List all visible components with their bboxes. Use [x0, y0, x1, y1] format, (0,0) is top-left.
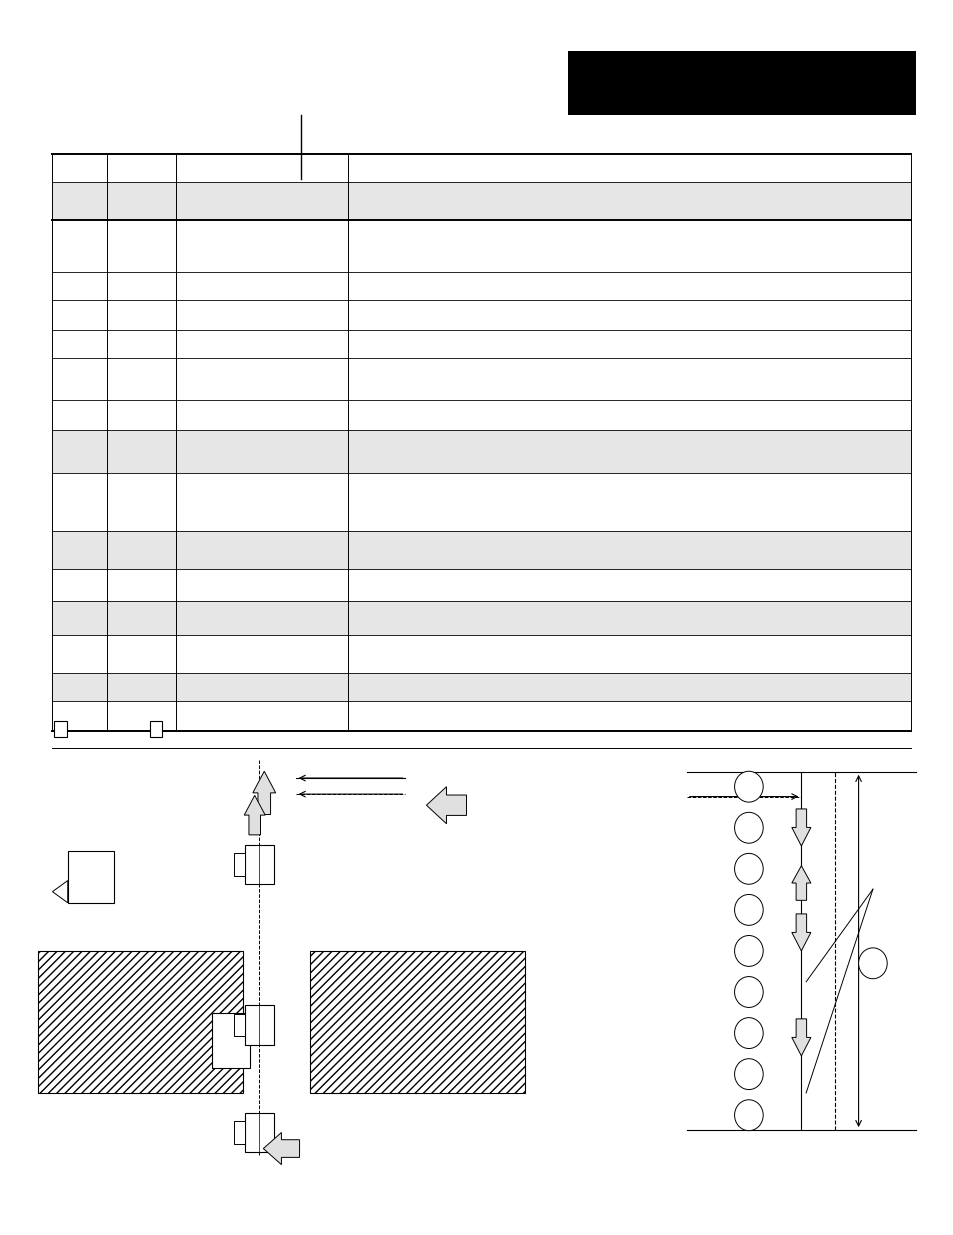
Bar: [233, 1014, 245, 1036]
Ellipse shape: [734, 1018, 762, 1049]
Bar: [54, 721, 67, 737]
Ellipse shape: [734, 771, 762, 803]
Bar: [567, 51, 915, 115]
Ellipse shape: [734, 1099, 762, 1131]
Bar: [52, 430, 910, 473]
Bar: [245, 845, 274, 884]
Ellipse shape: [734, 1058, 762, 1089]
Ellipse shape: [734, 853, 762, 884]
Bar: [52, 182, 910, 220]
Bar: [245, 1005, 274, 1045]
Bar: [233, 853, 245, 876]
Ellipse shape: [858, 948, 886, 978]
Ellipse shape: [734, 977, 762, 1008]
Bar: [52, 673, 910, 701]
Ellipse shape: [734, 813, 762, 844]
Polygon shape: [791, 1019, 810, 1056]
Polygon shape: [263, 1132, 299, 1165]
Bar: [52, 531, 910, 569]
Ellipse shape: [734, 936, 762, 967]
Polygon shape: [426, 787, 466, 824]
Bar: [212, 1013, 250, 1068]
Polygon shape: [52, 881, 68, 903]
Polygon shape: [791, 809, 810, 846]
Polygon shape: [244, 795, 265, 835]
Ellipse shape: [734, 894, 762, 925]
Polygon shape: [791, 914, 810, 951]
Bar: [245, 1113, 274, 1152]
Bar: [310, 951, 524, 1093]
Polygon shape: [253, 771, 275, 815]
Bar: [150, 721, 162, 737]
Bar: [68, 851, 113, 903]
Bar: [52, 601, 910, 635]
Bar: [233, 1121, 245, 1144]
Polygon shape: [791, 866, 810, 900]
Bar: [38, 951, 243, 1093]
